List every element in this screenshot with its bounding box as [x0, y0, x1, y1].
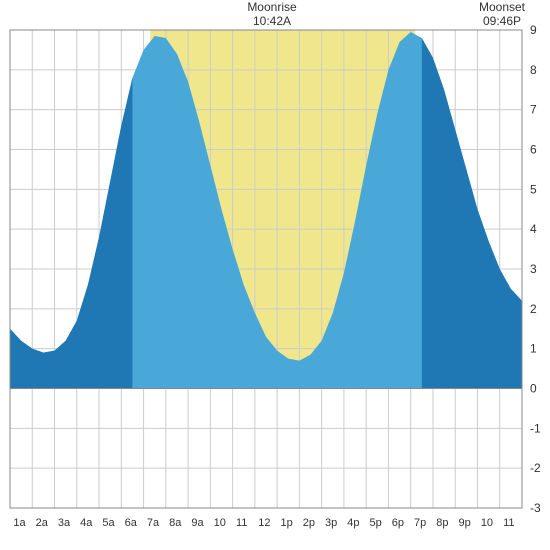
svg-text:5a: 5a — [102, 517, 115, 529]
svg-text:-3: -3 — [530, 501, 541, 515]
svg-text:-1: -1 — [530, 421, 541, 435]
svg-text:2: 2 — [530, 302, 537, 316]
svg-text:4: 4 — [530, 222, 537, 236]
moonset-time: 09:46P — [462, 14, 542, 28]
svg-text:5: 5 — [530, 182, 537, 196]
svg-text:8p: 8p — [436, 517, 448, 529]
svg-text:10: 10 — [214, 517, 226, 529]
moonrise-time: 10:42A — [232, 14, 312, 28]
svg-text:1a: 1a — [13, 517, 26, 529]
svg-text:3a: 3a — [58, 517, 71, 529]
moonset-label: Moonset — [462, 0, 542, 14]
svg-text:12: 12 — [258, 517, 270, 529]
svg-text:1p: 1p — [280, 517, 292, 529]
svg-text:9a: 9a — [191, 517, 204, 529]
svg-text:2a: 2a — [36, 517, 49, 529]
svg-text:11: 11 — [503, 517, 514, 529]
svg-text:0: 0 — [530, 382, 537, 396]
svg-text:-2: -2 — [530, 461, 541, 475]
svg-text:3p: 3p — [325, 517, 337, 529]
svg-text:10: 10 — [481, 517, 493, 529]
svg-text:9p: 9p — [459, 517, 471, 529]
moonrise-label: Moonrise — [232, 0, 312, 14]
svg-text:4a: 4a — [80, 517, 93, 529]
svg-text:6: 6 — [530, 143, 537, 157]
svg-text:7p: 7p — [414, 517, 426, 529]
svg-text:11: 11 — [236, 517, 247, 529]
svg-text:4p: 4p — [347, 517, 359, 529]
svg-text:7a: 7a — [147, 517, 160, 529]
svg-text:6p: 6p — [392, 517, 404, 529]
svg-text:1: 1 — [530, 342, 537, 356]
svg-text:8: 8 — [530, 63, 537, 77]
chart-svg: -3-2-101234567891a2a3a4a5a6a7a8a9a101112… — [0, 0, 550, 550]
svg-text:7: 7 — [530, 103, 537, 117]
moonset-block: Moonset 09:46P — [462, 0, 542, 28]
svg-text:3: 3 — [530, 262, 537, 276]
svg-text:6a: 6a — [125, 517, 138, 529]
svg-text:5p: 5p — [370, 517, 382, 529]
moonrise-block: Moonrise 10:42A — [232, 0, 312, 28]
tide-chart: -3-2-101234567891a2a3a4a5a6a7a8a9a101112… — [0, 0, 550, 550]
svg-text:2p: 2p — [303, 517, 315, 529]
svg-text:8a: 8a — [169, 517, 182, 529]
